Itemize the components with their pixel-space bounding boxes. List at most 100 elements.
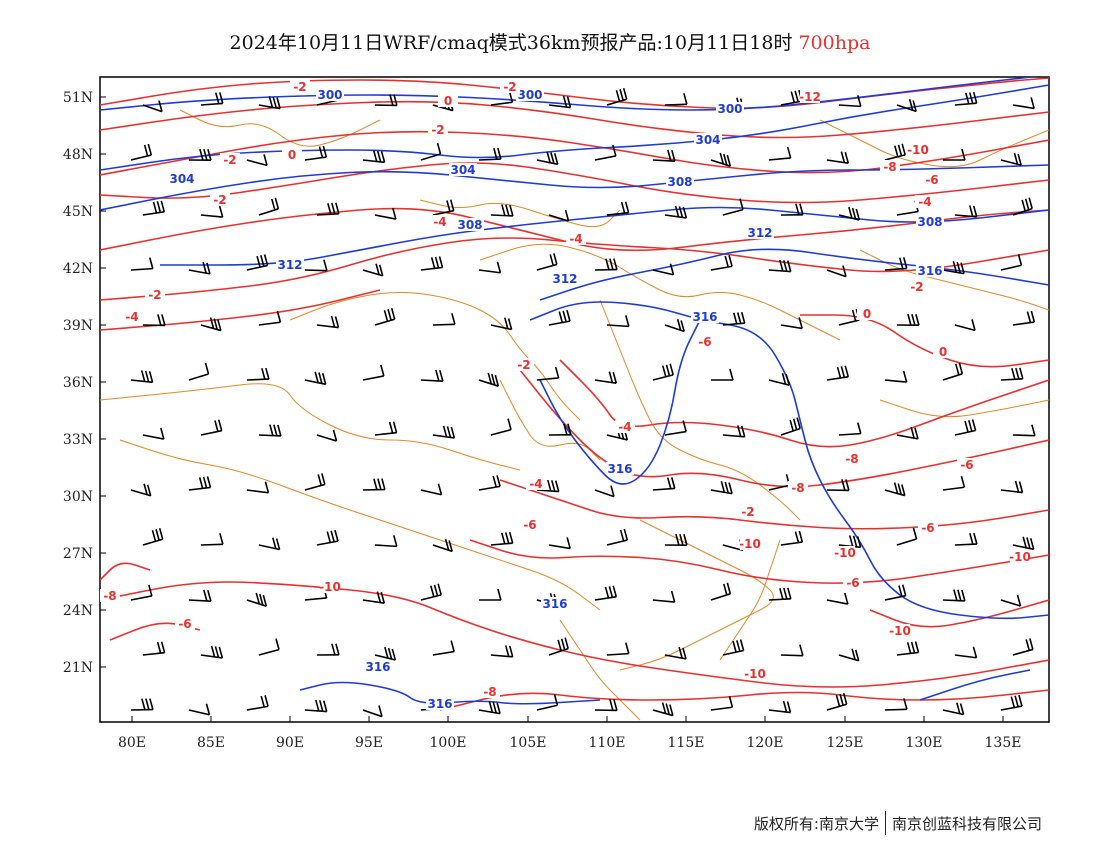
temperature-contour-label: -6 — [698, 335, 711, 349]
temperature-contour-label: -10 — [1009, 550, 1031, 564]
temperature-contour-label: -10 — [319, 580, 341, 594]
pressure-level-label: 700hpa — [798, 32, 871, 54]
wind-barb — [200, 205, 224, 218]
wind-barb — [490, 204, 514, 217]
wind-barb — [130, 698, 154, 711]
wind-barb — [200, 533, 224, 546]
wind-barb — [1000, 694, 1023, 711]
temperature-contour-label: -10 — [907, 143, 929, 157]
wind-barb — [490, 645, 514, 658]
temperature-contour — [559, 359, 1049, 448]
wind-barb — [826, 479, 850, 492]
lon-tick-label: 125E — [827, 735, 864, 751]
boundary-line — [879, 399, 1049, 418]
height-contour-label: 316 — [692, 310, 717, 324]
wind-barb — [478, 701, 501, 715]
wind-barb — [478, 475, 501, 491]
temperature-label-bg — [915, 195, 935, 208]
wind-barb — [710, 255, 733, 271]
temperature-label-bg — [695, 335, 715, 348]
temperature-contour-label: -4 — [569, 232, 582, 246]
wind-barb — [142, 528, 164, 546]
wind-barb — [652, 590, 676, 603]
wind-barb — [664, 533, 688, 547]
temperature-label-bg — [566, 232, 586, 245]
map-title: 2024年10月11日WRF/cmaq模式36km预报产品:10月11日18时 7… — [0, 28, 1100, 55]
height-label-bg — [716, 102, 744, 115]
wind-barb — [942, 476, 966, 491]
wind-barb — [954, 319, 976, 332]
wind-barb — [432, 313, 456, 326]
temperature-contour-label: 0 — [444, 94, 452, 108]
boundary-line — [599, 299, 801, 521]
lat-tick-label: 36N — [63, 375, 93, 391]
temperature-contour-label: -6 — [921, 521, 934, 535]
wind-barb — [246, 695, 269, 711]
lat-tick-label: 45N — [63, 204, 93, 220]
height-contour — [539, 319, 701, 485]
temperature-label-bg — [290, 80, 310, 93]
wind-barb — [130, 143, 153, 161]
temperature-contour-label: -10 — [889, 624, 911, 638]
height-label-bg — [316, 88, 344, 101]
temperature-contour-label: -4 — [529, 477, 542, 491]
wind-barb — [548, 537, 571, 550]
wind-barb — [374, 421, 398, 436]
wind-barb — [1012, 638, 1034, 656]
wind-barb — [246, 592, 268, 607]
wind-barb — [246, 481, 270, 494]
wind-barb — [768, 146, 792, 161]
height-contour-label: 300 — [317, 88, 342, 102]
wind-barb — [710, 152, 732, 167]
wind-barb — [942, 362, 964, 381]
temperature-contour — [869, 599, 1049, 628]
wind-barb — [1012, 424, 1036, 437]
temperature-label-bg — [908, 143, 928, 156]
wind-barb — [594, 371, 618, 384]
height-contour-label: 300 — [717, 102, 742, 116]
wind-barb — [896, 527, 918, 546]
temperature-contour — [100, 237, 1049, 301]
wind-barb — [896, 99, 917, 113]
temperature-contour-label: -2 — [910, 280, 923, 294]
wind-barb — [884, 370, 908, 383]
wind-barb — [606, 88, 628, 106]
lon-tick-label: 100E — [430, 735, 467, 751]
wind-barb — [942, 702, 965, 716]
latitude-axis: 51N 48N 45N 42N 39N 36N 33N 30N 27N 24N 21N — [63, 90, 106, 676]
temperature-contour-label: 0 — [288, 148, 296, 162]
wind-barb — [768, 700, 792, 714]
temperature-contour-label: -12 — [799, 90, 821, 104]
wind-barb — [710, 696, 734, 711]
height-contour — [529, 301, 1049, 620]
temperature-contour-label: -2 — [148, 288, 161, 302]
wind-barb — [606, 642, 630, 656]
wind-barb — [838, 206, 861, 221]
wind-barb — [490, 91, 514, 106]
wind-barb — [710, 582, 732, 601]
temperature-label-bg — [1010, 550, 1030, 563]
wind-barb — [432, 640, 455, 656]
height-label-bg — [276, 258, 304, 271]
wind-barb — [142, 641, 166, 656]
temperature-contour-label: -10 — [744, 667, 766, 681]
wind-barb — [258, 197, 280, 216]
temperature-contour-label: -2 — [223, 153, 236, 167]
temperature-contour — [100, 100, 1049, 139]
temperature-contour-label: -6 — [925, 173, 938, 187]
lat-tick-label: 30N — [63, 489, 93, 505]
height-contour-label: 304 — [450, 163, 475, 177]
wind-barb — [420, 256, 444, 271]
temperature-contour-label: -10 — [739, 537, 761, 551]
wind-barb — [664, 205, 688, 219]
company-name: 南京创蓝科技有限公司 — [891, 815, 1042, 833]
wind-barb — [826, 265, 847, 278]
map-frame — [99, 76, 1050, 723]
temperature-label-bg — [100, 589, 120, 602]
temperature-contour — [800, 314, 1049, 368]
wind-barb — [1000, 594, 1022, 607]
temperature-contour-label: -2 — [503, 80, 516, 94]
wind-barb — [896, 426, 919, 440]
height-contour-label: 316 — [607, 462, 632, 476]
temperature-label-bg — [922, 173, 942, 186]
